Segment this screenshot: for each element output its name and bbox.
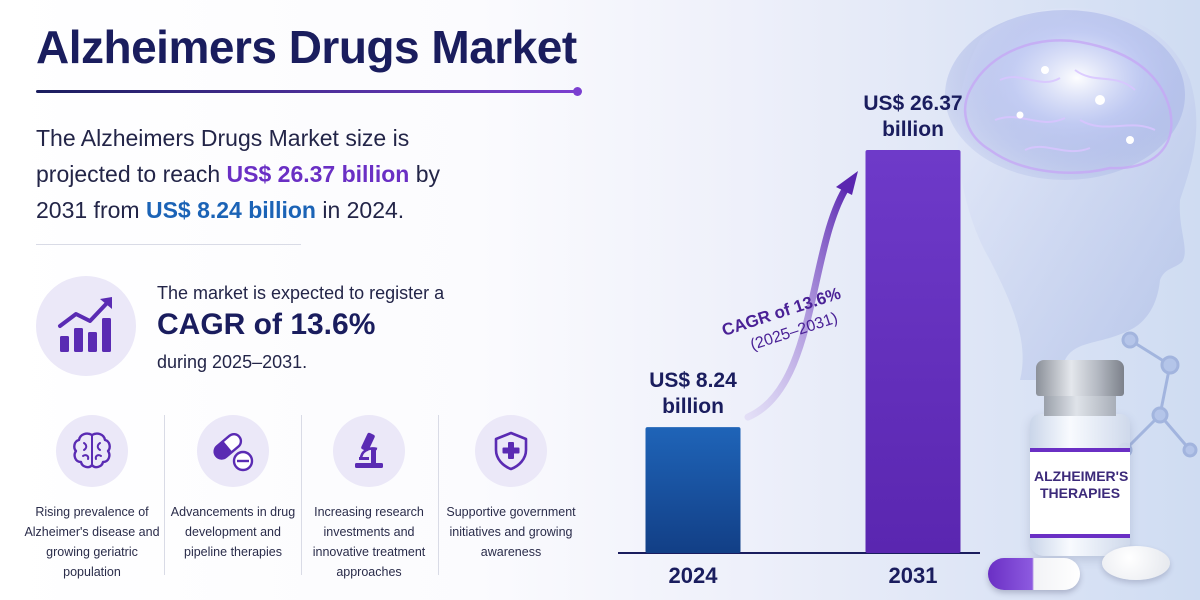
driver-divider — [164, 415, 165, 575]
cagr-headline: CAGR of 13.6% — [157, 308, 376, 341]
bar-value-label-2024-line-2: billion — [662, 395, 724, 418]
driver-card-government: Supportive government initiatives and gr… — [443, 415, 579, 580]
summary-value-2031: US$ 26.37 billion — [226, 161, 410, 187]
driver-text: Supportive government initiatives and gr… — [446, 505, 576, 559]
title-underline-dot — [573, 87, 582, 96]
brain-icon — [73, 432, 111, 469]
bar-value-label-2024-line-1: US$ 8.24 — [649, 369, 737, 392]
driver-text: Rising prevalence of Alzheimer's disease… — [24, 505, 160, 579]
driver-icon-circle — [197, 415, 269, 487]
title-underline — [36, 90, 576, 93]
summary-text-3: in 2024. — [315, 197, 405, 223]
driver-text: Advancements in drug development and pip… — [170, 505, 296, 559]
x-tick-label-2031: 2031 — [889, 563, 938, 588]
round-tablet — [1102, 546, 1170, 580]
bar-value-label-2031-line-2: billion — [882, 118, 944, 141]
driver-icon-circle — [475, 415, 547, 487]
growth-chart-icon-circle — [36, 276, 136, 376]
cagr-lead-text: The market is expected to register a — [157, 283, 445, 303]
page-title: Alzheimers Drugs Market — [36, 21, 577, 73]
bar-value-label-2031-line-1: US$ 26.37 — [863, 92, 962, 115]
driver-card-drug-development: Advancements in drug development and pip… — [165, 415, 301, 580]
cagr-arrow — [744, 181, 852, 421]
summary-text-1: The Alzheimers Drugs Market size is proj… — [36, 125, 410, 187]
driver-card-prevalence: Rising prevalence of Alzheimer's disease… — [24, 415, 160, 580]
brain-head-illustration — [945, 7, 1197, 380]
driver-text: Increasing research investments and inno… — [312, 505, 426, 579]
vial-neck — [1044, 394, 1116, 416]
cagr-period: during 2025–2031. — [157, 352, 308, 372]
bar-2031 — [865, 150, 961, 553]
microscope-icon — [355, 432, 383, 468]
cagr-arrow-head — [836, 171, 858, 195]
vial-label-line-2: THERAPIES — [1039, 485, 1121, 501]
driver-divider — [438, 415, 439, 575]
vial-label — [1030, 448, 1130, 538]
driver-icon-circle — [56, 415, 128, 487]
shield-cross-icon — [494, 431, 528, 471]
summary-value-2024: US$ 8.24 billion — [145, 197, 316, 223]
vial-label-line-1: ALZHEIMER'S — [1034, 468, 1129, 484]
growth-chart-icon — [58, 297, 112, 352]
driver-divider — [301, 415, 302, 575]
x-tick-label-2024: 2024 — [669, 563, 719, 588]
summary-text-2: by 2031 from — [36, 161, 440, 223]
section-divider — [36, 244, 301, 245]
bar-2024 — [645, 427, 741, 553]
market-summary: The Alzheimers Drugs Market size is proj… — [36, 120, 496, 228]
pill-capsule-icon — [213, 433, 254, 472]
vial-label-text: ALZHEIMER'S THERAPIES — [1034, 468, 1129, 502]
driver-card-research: Increasing research investments and inno… — [301, 415, 437, 580]
driver-icon-circle — [333, 415, 405, 487]
vial-cap — [1036, 360, 1124, 396]
capsule-pill — [988, 558, 1080, 590]
